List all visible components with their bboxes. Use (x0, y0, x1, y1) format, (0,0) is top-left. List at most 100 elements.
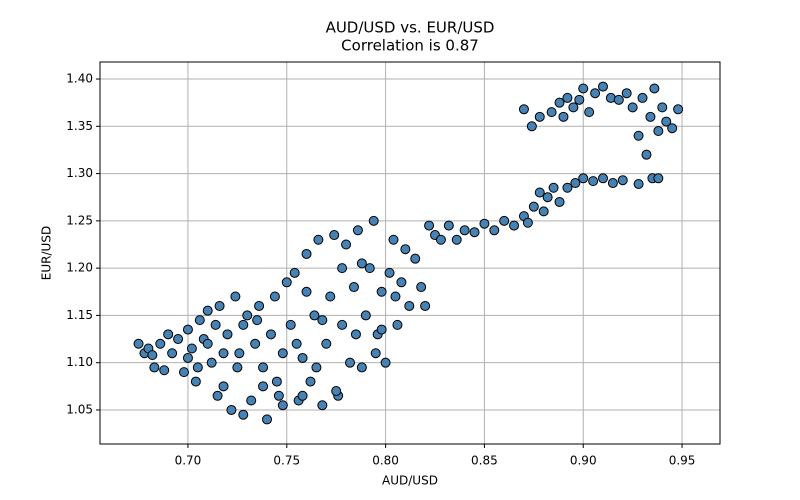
point (246, 395, 257, 406)
point (410, 253, 421, 264)
point (214, 300, 225, 311)
point (194, 315, 205, 326)
y-tick-label: 1.15 (66, 308, 93, 322)
point (645, 111, 656, 122)
point (163, 329, 174, 340)
point (538, 206, 549, 217)
point (250, 338, 261, 349)
point (206, 357, 217, 368)
point (155, 338, 166, 349)
point (182, 324, 193, 335)
point (202, 338, 213, 349)
point (147, 350, 158, 361)
point (528, 201, 539, 212)
point (469, 227, 480, 238)
point (269, 291, 280, 302)
point (590, 88, 601, 99)
point (305, 376, 316, 387)
point (265, 329, 276, 340)
point (212, 390, 223, 401)
chart-subtitle: Correlation is 0.87 (341, 37, 479, 55)
point (653, 173, 664, 184)
point (526, 121, 537, 132)
point (637, 92, 648, 103)
point (376, 324, 387, 335)
point (271, 376, 282, 387)
point (234, 348, 245, 359)
point (368, 215, 379, 226)
point (522, 217, 533, 228)
point (548, 182, 559, 193)
point (277, 348, 288, 359)
point (348, 282, 359, 293)
point (649, 83, 660, 94)
point (337, 263, 348, 274)
plot-frame (99, 61, 721, 445)
point (277, 400, 288, 411)
x-tick-label: 0.70 (175, 454, 202, 468)
point (479, 218, 490, 229)
point (210, 319, 221, 330)
x-tick-label: 0.80 (372, 454, 399, 468)
point (317, 400, 328, 411)
point (641, 149, 652, 160)
point (202, 305, 213, 316)
point (301, 248, 312, 259)
point (390, 291, 401, 302)
point (364, 263, 375, 274)
point (661, 116, 672, 127)
point (350, 329, 361, 340)
point (562, 92, 573, 103)
point (262, 414, 273, 425)
point (396, 277, 407, 288)
point (285, 319, 296, 330)
point (182, 352, 193, 363)
point (597, 173, 608, 184)
point (325, 291, 336, 302)
point (570, 178, 581, 189)
point (329, 230, 340, 241)
point (331, 386, 342, 397)
point (232, 362, 243, 373)
point (667, 123, 678, 134)
point (258, 362, 269, 373)
point (509, 220, 520, 231)
point (588, 176, 599, 187)
point (376, 286, 387, 297)
point (554, 97, 565, 108)
point (149, 362, 160, 373)
point (356, 258, 367, 269)
point (291, 338, 302, 349)
point (435, 234, 446, 245)
point (218, 348, 229, 359)
point (578, 83, 589, 94)
point (673, 104, 684, 115)
point (558, 111, 569, 122)
point (518, 104, 529, 115)
point (370, 348, 381, 359)
x-tick-label: 0.90 (570, 454, 597, 468)
point (607, 178, 618, 189)
point (597, 81, 608, 92)
point (534, 187, 545, 198)
y-tick-label: 1.05 (66, 402, 93, 416)
point (657, 102, 668, 113)
y-tick-label: 1.30 (66, 166, 93, 180)
point (617, 175, 628, 186)
chart-title: AUD/USD vs. EUR/USD (326, 19, 495, 37)
point (167, 348, 178, 359)
y-tick-label: 1.10 (66, 355, 93, 369)
y-tick-label: 1.20 (66, 261, 93, 275)
point (186, 343, 197, 354)
point (404, 300, 415, 311)
point (459, 225, 470, 236)
point (159, 365, 170, 376)
point (297, 352, 308, 363)
x-axis-label: AUD/USD (382, 474, 438, 488)
point (384, 267, 395, 278)
point (360, 310, 371, 321)
point (613, 94, 624, 105)
point (356, 362, 367, 373)
point (230, 291, 241, 302)
